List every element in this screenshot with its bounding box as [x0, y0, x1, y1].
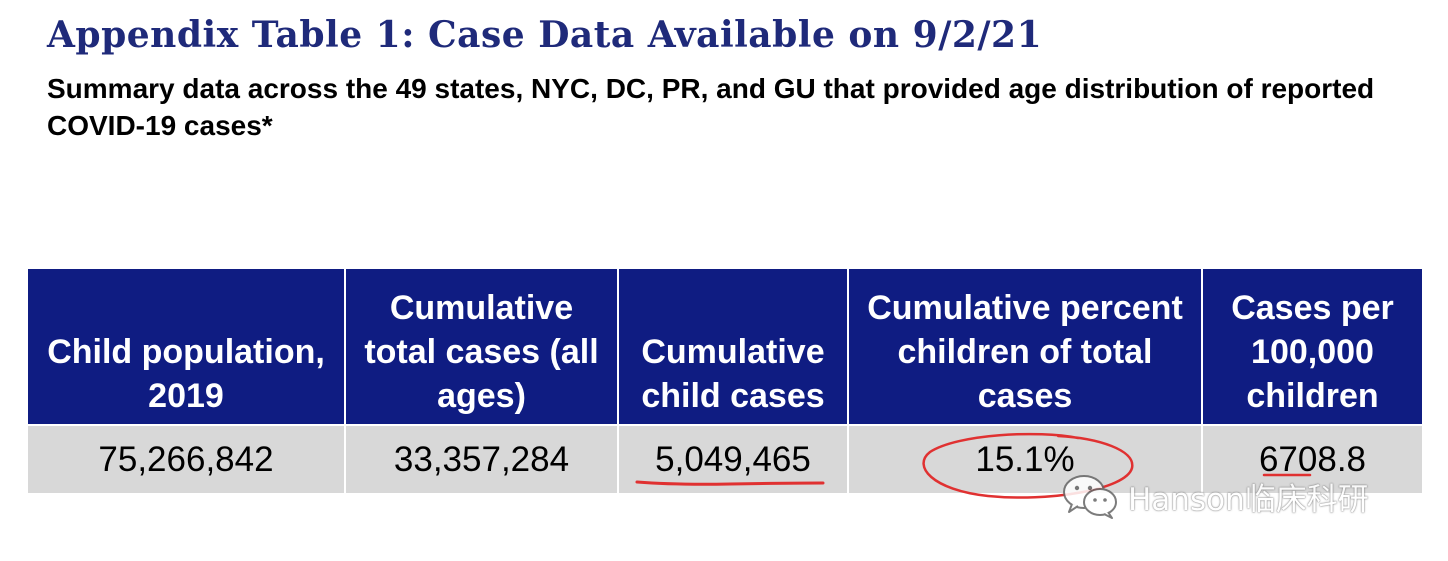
page-subtitle: Summary data across the 49 states, NYC, … [47, 73, 1375, 141]
table-row: 75,266,842 33,357,284 5,049,465 15.1% 67… [28, 424, 1422, 493]
cell-child-cases-value: 5,049,465 [655, 439, 811, 479]
header-child-cases: Cumulative child cases [617, 269, 849, 425]
watermark: Hanson临床科研 [1060, 472, 1369, 520]
cell-percent-children-value: 15.1% [975, 439, 1075, 479]
cell-cases-per-100k: 6708.8 [1201, 424, 1422, 493]
header-cases-per-100k: Cases per 100,000 children [1201, 269, 1422, 425]
cell-percent-children: 15.1% [847, 424, 1203, 493]
wechat-icon [1063, 475, 1117, 519]
watermark-text: Hanson临床科研 [1128, 481, 1369, 518]
cell-child-population-value: 75,266,842 [98, 439, 274, 479]
table-header-row: Child population, 2019 Cumulative total … [28, 269, 1422, 425]
case-data-table: Child population, 2019 Cumulative total … [28, 269, 1422, 493]
red-dash-annotation [1262, 473, 1312, 477]
red-circle-annotation [922, 432, 1134, 499]
cell-total-cases: 33,357,284 [344, 424, 619, 493]
cell-total-cases-value: 33,357,284 [393, 439, 570, 479]
header-percent-children: Cumulative percent children of total cas… [847, 269, 1203, 425]
red-underline-annotation [635, 480, 825, 486]
cell-cases-per-100k-value: 6708.8 [1258, 439, 1367, 479]
header-total-cases: Cumulative total cases (all ages) [344, 269, 619, 425]
page-title: Appendix Table 1: Case Data Available on… [47, 14, 1043, 56]
cell-child-cases: 5,049,465 [617, 424, 849, 493]
cell-child-population: 75,266,842 [28, 424, 346, 493]
header-child-population: Child population, 2019 [28, 269, 346, 425]
